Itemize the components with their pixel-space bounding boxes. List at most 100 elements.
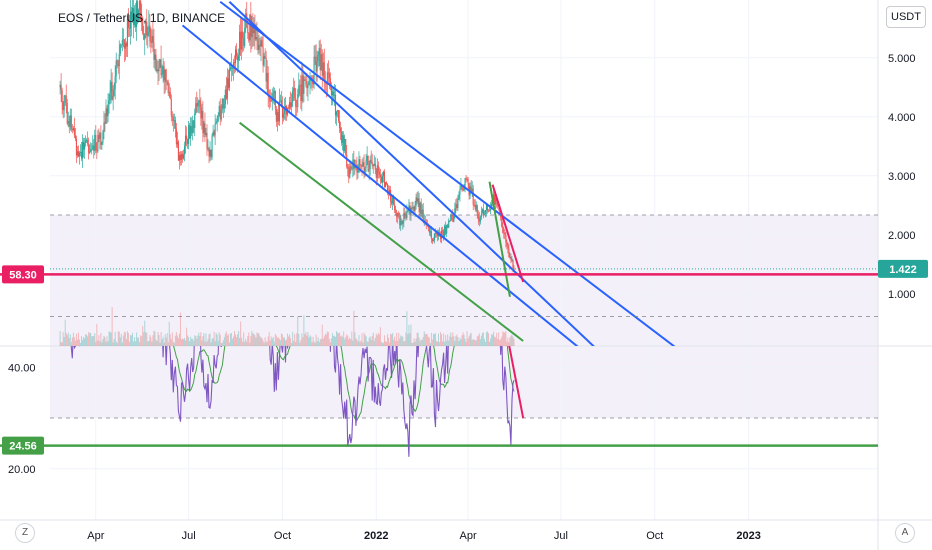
candle-body <box>128 27 131 29</box>
volume-bar <box>245 338 247 346</box>
candle-body <box>461 186 463 187</box>
candle-body <box>278 101 280 122</box>
candle-body <box>331 91 333 96</box>
candle-body <box>83 141 85 150</box>
candle-body <box>89 151 91 154</box>
candle-body <box>379 174 381 177</box>
rsi-horizontal-lines[interactable] <box>0 273 878 447</box>
trend-line-channel-lower <box>181 24 579 346</box>
volume-bar <box>200 332 202 346</box>
volume-bar <box>432 333 434 346</box>
volume-bar <box>474 340 476 346</box>
volume-bar <box>210 342 212 346</box>
volume-bar <box>172 341 174 346</box>
candle-body <box>267 72 269 95</box>
volume-bar <box>307 332 309 346</box>
candle-body <box>443 230 445 237</box>
volume-bar <box>176 335 178 346</box>
candle-body <box>357 170 359 173</box>
volume-bar <box>97 340 99 346</box>
candle-body <box>205 132 207 136</box>
volume-bar <box>305 331 307 346</box>
candle-body <box>347 166 349 169</box>
volume-bar <box>99 341 101 346</box>
candle-body <box>134 14 136 25</box>
candle-body <box>177 141 179 161</box>
candle-body <box>264 55 266 58</box>
volume-bar <box>365 336 367 346</box>
price-trend-lines[interactable] <box>50 0 878 359</box>
candle-body <box>147 32 149 36</box>
volume-bar <box>277 337 279 346</box>
volume-bar <box>355 338 357 346</box>
candle-body <box>342 135 344 143</box>
candle-body <box>292 90 294 103</box>
volume-bar <box>360 340 362 346</box>
volume-bar <box>298 333 300 346</box>
candle-body <box>210 149 212 158</box>
volume-bar <box>105 341 107 346</box>
candle-body <box>197 102 199 107</box>
auto-scale-right-button[interactable]: A <box>895 523 915 543</box>
volume-bar <box>87 336 89 346</box>
candle-body <box>188 125 190 144</box>
volume-bar <box>510 335 512 346</box>
volume-bar <box>230 333 232 346</box>
volume-bar <box>231 338 233 346</box>
auto-scale-left-button[interactable]: Z <box>15 523 35 543</box>
candle-body <box>328 72 330 79</box>
candle-body <box>70 115 72 130</box>
volume-bar <box>511 334 513 346</box>
volume-bar <box>190 336 192 346</box>
candle-body <box>476 204 478 215</box>
volume-bar <box>152 335 154 346</box>
volume-bar <box>211 338 213 346</box>
rsi-tick-label: 20.00 <box>8 464 36 476</box>
candle-body <box>293 87 295 91</box>
candle-body <box>372 165 374 167</box>
volume-bar <box>270 336 272 346</box>
volume-bar <box>88 331 90 346</box>
volume-bar <box>428 337 430 346</box>
candle-body <box>365 160 367 168</box>
volume-bar <box>236 337 238 346</box>
candle-body <box>449 220 451 222</box>
volume-bar <box>370 339 372 346</box>
candle-body <box>179 154 182 160</box>
candle-body <box>243 38 245 46</box>
volume-bar <box>265 341 267 346</box>
volume-bar <box>404 341 406 346</box>
currency-button[interactable]: USDT <box>886 6 926 28</box>
candle-body <box>329 78 331 87</box>
candle-body <box>219 106 221 120</box>
trend-line-channel-middle <box>228 1 595 346</box>
candle-body <box>313 56 315 85</box>
volume-bar <box>455 336 457 346</box>
volume-bar <box>293 340 295 346</box>
volume-bar <box>83 336 85 346</box>
volume-bar <box>480 335 482 346</box>
volume-bar <box>78 339 80 346</box>
volume-bar <box>67 332 69 346</box>
rsi-hline-badge-label: 58.30 <box>9 269 37 281</box>
candle-body <box>473 204 475 206</box>
volume-bar <box>235 334 237 346</box>
candle-body <box>217 115 219 122</box>
candle-body <box>237 56 239 61</box>
candle-body <box>196 103 198 107</box>
candle-body <box>341 131 343 143</box>
candle-body <box>79 151 82 153</box>
volume-bar <box>268 331 270 346</box>
candle-body <box>220 109 222 120</box>
candle-body <box>422 209 424 222</box>
candle-body <box>385 182 388 185</box>
candle-body <box>500 214 502 219</box>
volume-bar <box>194 335 196 346</box>
candlesticks <box>59 0 515 273</box>
candle-body <box>463 189 465 191</box>
volume-bar <box>119 337 121 346</box>
candle-body <box>247 20 249 34</box>
volume-bar <box>217 340 219 346</box>
candle-body <box>413 207 415 211</box>
